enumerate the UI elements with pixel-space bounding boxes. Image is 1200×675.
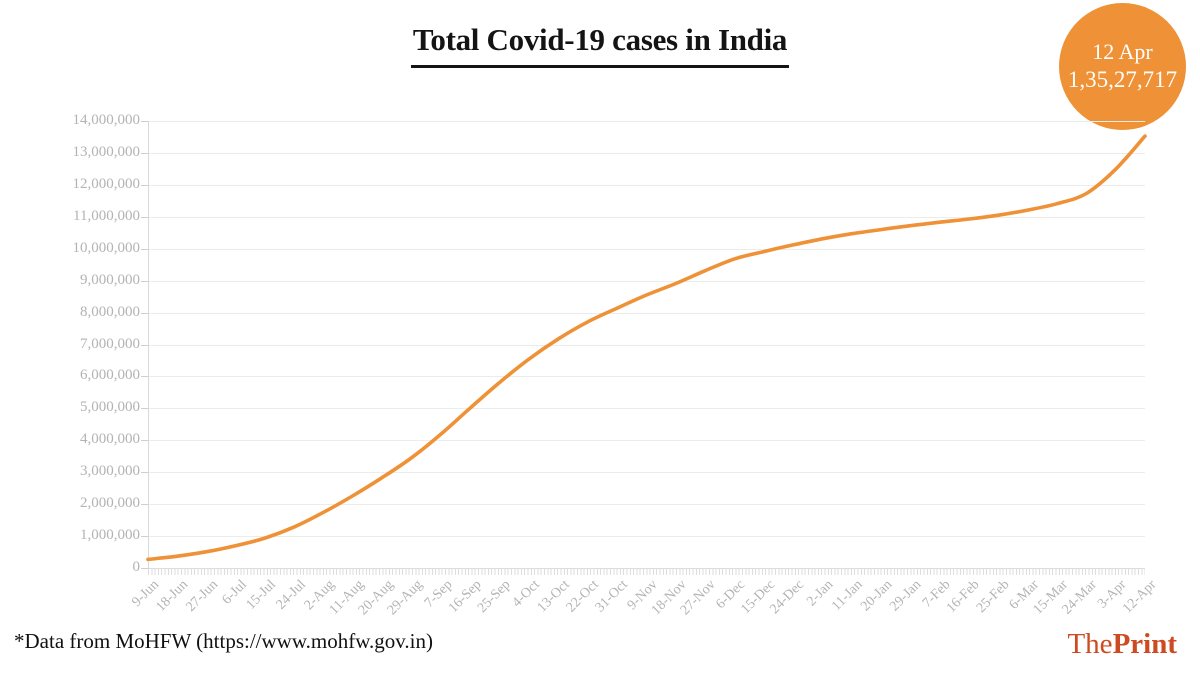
y-axis-tick	[141, 280, 148, 282]
y-axis-tick	[141, 472, 148, 474]
y-axis-line	[148, 121, 149, 574]
y-axis-tick	[141, 216, 148, 218]
y-tick-label: 7,000,000	[80, 335, 140, 352]
x-tick-label: 31-Oct	[592, 577, 632, 616]
y-tick-label: 6,000,000	[80, 367, 140, 384]
gridline	[148, 152, 1145, 154]
x-tick-label: 25-Feb	[973, 577, 1013, 616]
x-tick-label: 15-Jul	[243, 577, 280, 613]
gridline	[148, 216, 1145, 218]
gridline	[148, 472, 1145, 474]
gridline	[148, 408, 1145, 410]
gridline	[148, 312, 1145, 314]
gridline	[148, 536, 1145, 538]
y-tick-label: 4,000,000	[80, 431, 140, 448]
x-tick-label: 24-Jul	[273, 577, 309, 613]
x-tick-label: 20-Jan	[857, 577, 895, 615]
latest-value-badge: 12 Apr 1,35,27,717	[1059, 3, 1186, 130]
x-tick-label: 18-Jun	[153, 577, 192, 615]
badge-date: 12 Apr	[1092, 39, 1153, 65]
y-axis-tick	[141, 536, 148, 538]
brand-the: The	[1067, 628, 1113, 660]
x-tick-label: 11-Jan	[829, 577, 866, 614]
y-axis-tick	[141, 248, 148, 250]
gridline	[148, 248, 1145, 250]
x-minor-ticks	[148, 569, 1145, 575]
gridline	[148, 121, 1145, 122]
gridline	[148, 184, 1145, 186]
gridline	[148, 440, 1145, 442]
y-tick-label: 3,000,000	[80, 463, 140, 480]
y-tick-label: 11,000,000	[73, 207, 140, 224]
x-tick-label: 13-Oct	[534, 577, 573, 616]
source-note: *Data from MoHFW (https://www.mohfw.gov.…	[14, 629, 433, 653]
x-tick-label: 25-Sep	[475, 577, 514, 616]
y-axis-tick	[141, 184, 148, 186]
cases-line	[146, 134, 1147, 562]
theprint-logo: ThePrint	[1067, 628, 1177, 661]
brand-print: Print	[1112, 628, 1177, 660]
y-tick-label: 12,000,000	[72, 175, 141, 192]
y-tick-label: 14,000,000	[72, 112, 141, 128]
y-tick-label: 0	[132, 559, 141, 575]
y-tick-label: 1,000,000	[80, 527, 140, 544]
x-tick-label: 22-Oct	[563, 577, 602, 616]
badge-value: 1,35,27,717	[1067, 66, 1178, 92]
chart-title: Total Covid-19 cases in India	[410, 22, 790, 68]
y-axis-tick	[141, 312, 148, 314]
title-wrap: Total Covid-19 cases in India	[0, 22, 1200, 68]
y-tick-label: 5,000,000	[80, 399, 140, 416]
y-axis-tick	[141, 121, 148, 122]
y-axis-tick	[141, 376, 148, 378]
x-tick-label: 16-Feb	[944, 577, 983, 616]
gridline	[148, 376, 1145, 378]
y-tick-label: 2,000,000	[80, 495, 140, 512]
y-axis-tick	[141, 568, 148, 569]
x-tick-label: 27-Jun	[182, 577, 221, 615]
gridline	[148, 568, 1145, 569]
y-tick-label: 8,000,000	[80, 303, 140, 320]
y-axis-tick	[141, 408, 148, 410]
y-tick-label: 9,000,000	[80, 271, 140, 288]
y-tick-label: 10,000,000	[72, 239, 141, 256]
y-axis-tick	[141, 440, 148, 442]
gridline	[148, 344, 1145, 346]
y-axis-tick	[141, 504, 148, 506]
y-axis-tick	[141, 152, 148, 154]
y-axis-tick	[141, 344, 148, 346]
gridline	[148, 504, 1145, 506]
x-tick-label: 29-Jan	[887, 577, 925, 615]
cases-line-plot	[146, 134, 1147, 562]
y-tick-label: 13,000,000	[72, 143, 141, 160]
gridline	[148, 280, 1145, 282]
